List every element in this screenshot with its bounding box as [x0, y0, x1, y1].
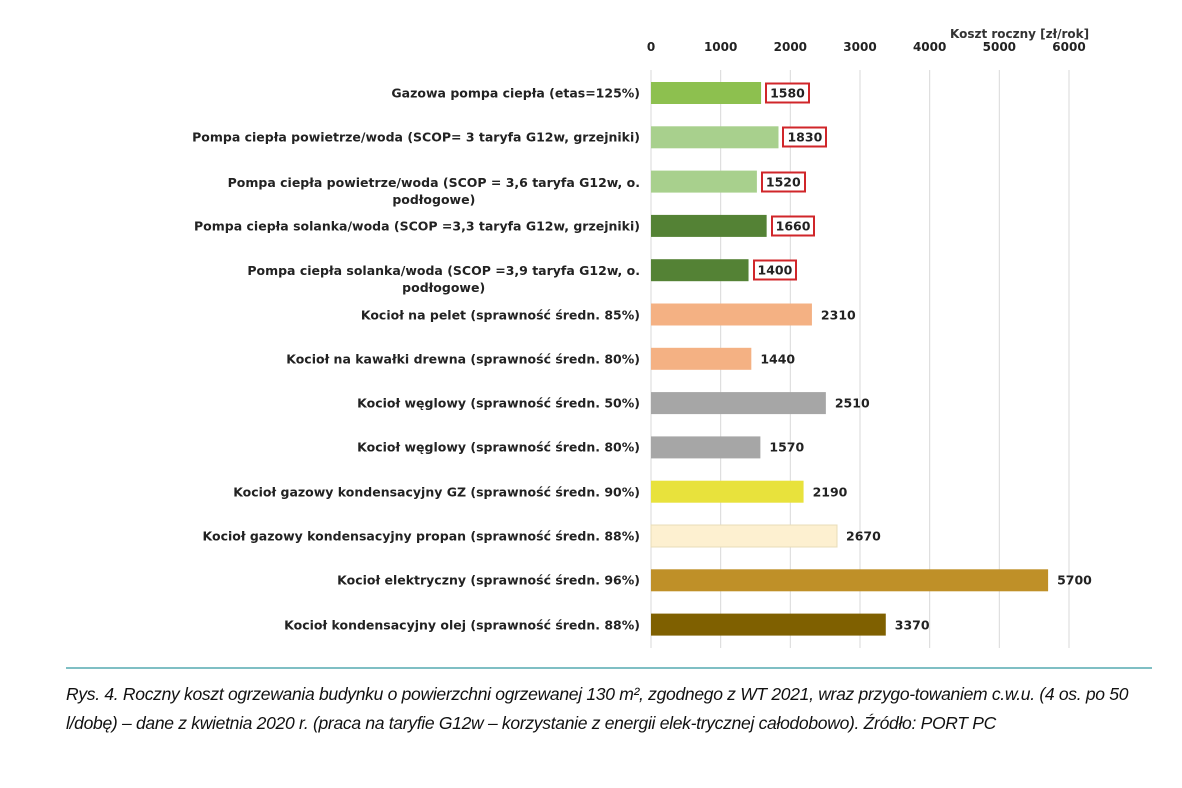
category-label: Kocioł węglowy (sprawność średn. 50%) [357, 395, 640, 412]
data-label: 1580 [765, 82, 810, 104]
data-label: 1440 [760, 351, 796, 367]
category-label-line: podłogowe) [392, 191, 476, 207]
category-label-line: Kocioł węglowy (sprawność średn. 50%) [357, 395, 640, 411]
bar [651, 259, 749, 282]
x-tick-label: 2000 [773, 40, 808, 54]
x-tick-label: 3000 [843, 40, 877, 54]
x-tick-label: 6000 [1052, 40, 1086, 54]
x-tick-label: 5000 [982, 40, 1017, 54]
x-tick-label: 4000 [912, 40, 947, 54]
data-label: 1520 [760, 171, 806, 193]
bar [651, 347, 752, 370]
data-label: 5700 [1057, 572, 1092, 588]
category-label: Pompa ciepła solanka/woda (SCOP =3,3 tar… [194, 217, 640, 234]
category-label-line: Pompa ciepła solanka/woda (SCOP =3,9 tar… [247, 263, 640, 279]
category-label: Pompa ciepła powietrze/woda (SCOP = 3,6 … [228, 174, 640, 208]
data-label: 2310 [820, 307, 856, 322]
data-label: 1660 [770, 215, 816, 237]
category-label-line: Kocioł na pelet (sprawność średn. 85%) [360, 307, 640, 322]
bar [651, 436, 761, 459]
data-label: 3370 [894, 617, 930, 633]
data-label: 2510 [834, 395, 870, 411]
bar [651, 569, 1049, 592]
data-label: 1570 [769, 439, 805, 455]
category-label-line: Kocioł na kawałki drewna (sprawność śred… [286, 351, 640, 367]
category-label: Kocioł węglowy (sprawność średn. 80%) [357, 439, 640, 456]
bar [651, 303, 812, 326]
bar [651, 480, 804, 503]
category-label-line: Kocioł węglowy (sprawność średn. 80%) [357, 439, 640, 455]
bar [651, 613, 886, 636]
figure-caption: Rys. 4. Roczny koszt ogrzewania budynku … [66, 684, 1129, 733]
bar-chart [650, 70, 1070, 648]
bar [651, 214, 767, 237]
category-label-line: Pompa ciepła powietrze/woda (SCOP = 3,6 … [227, 174, 640, 190]
category-label: Kocioł kondensacyjny olej (sprawność śre… [284, 616, 640, 633]
data-label: 2190 [812, 484, 848, 500]
data-label: 1400 [752, 259, 798, 281]
category-label-line: podłogowe) [402, 280, 486, 296]
category-label-line: Pompa ciepła solanka/woda (SCOP =3,3 tar… [194, 218, 640, 234]
bar [651, 170, 757, 193]
x-tick-label: 1000 [703, 40, 738, 54]
caption-divider [66, 667, 1152, 669]
category-label-line: Kocioł kondensacyjny olej (sprawność śre… [284, 617, 640, 633]
category-label: Kocioł na kawałki drewna (sprawność śred… [286, 350, 640, 367]
bar [650, 524, 838, 548]
axis-title: Koszt roczny [zł/rok] [950, 27, 1090, 41]
bar [651, 392, 826, 415]
data-label: 1830 [782, 126, 828, 148]
category-label: Pompa ciepła powietrze/woda (SCOP= 3 tar… [192, 129, 640, 146]
data-label: 2670 [846, 528, 881, 544]
category-label: Kocioł gazowy kondensacyjny propan (spra… [203, 528, 640, 545]
category-label: Kocioł na pelet (sprawność średn. 85%) [361, 306, 640, 323]
category-label: Pompa ciepła solanka/woda (SCOP =3,9 tar… [247, 262, 640, 296]
bar [651, 82, 762, 104]
x-tick-label: 0 [646, 40, 656, 54]
category-label: Kocioł gazowy kondensacyjny GZ (sprawnoś… [233, 483, 640, 500]
category-label: Gazowa pompa ciepła (etas=125%) [391, 85, 640, 102]
category-label: Kocioł elektryczny (sprawność średn. 96%… [337, 572, 640, 589]
bar [651, 126, 779, 149]
category-label-line: Kocioł elektryczny (sprawność średn. 96%… [337, 572, 640, 588]
category-label-line: Kocioł gazowy kondensacyjny propan (spra… [202, 528, 640, 544]
category-label-line: Gazowa pompa ciepła (etas=125%) [391, 85, 640, 101]
category-label-line: Pompa ciepła powietrze/woda (SCOP= 3 tar… [192, 129, 640, 145]
category-label-line: Kocioł gazowy kondensacyjny GZ (sprawnoś… [233, 484, 640, 500]
